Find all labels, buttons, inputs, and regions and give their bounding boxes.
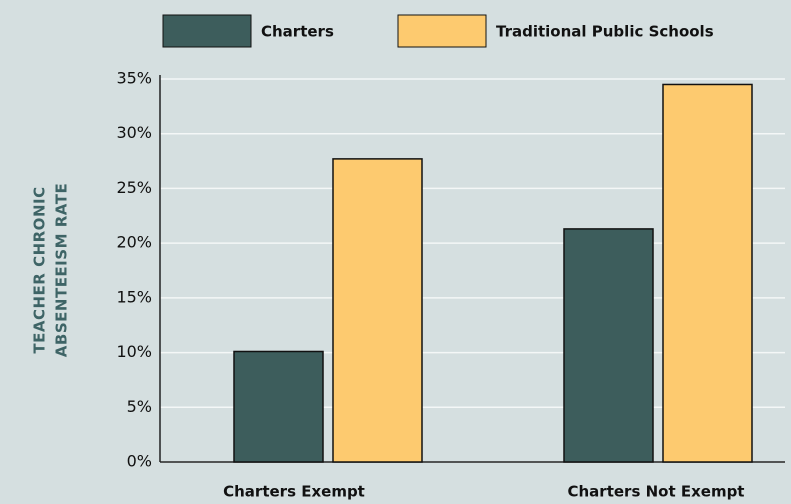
y-tick-label: 30%	[116, 123, 152, 142]
y-axis-title-line: ABSENTEEISM RATE	[53, 183, 71, 357]
y-axis-title: TEACHER CHRONIC ABSENTEEISM RATE	[31, 183, 71, 357]
y-tick-label: 0%	[127, 452, 152, 471]
legend-label: Traditional Public Schools	[496, 23, 714, 41]
y-tick-label: 5%	[127, 397, 152, 416]
y-tick-label: 20%	[116, 233, 152, 252]
y-tick-label: 35%	[116, 69, 152, 88]
bar	[662, 83, 753, 463]
x-tick-label: Charters Exempt	[223, 483, 365, 501]
legend-swatch	[397, 14, 487, 48]
legend-label: Charters	[261, 23, 334, 41]
y-tick-label: 15%	[116, 287, 152, 306]
bar	[233, 350, 324, 463]
y-tick-label: 25%	[116, 178, 152, 197]
x-tick-label: Charters Not Exempt	[568, 483, 745, 501]
bar	[332, 158, 423, 463]
y-axis-title-line: TEACHER CHRONIC	[31, 186, 49, 353]
y-tick-label: 10%	[116, 342, 152, 361]
legend-swatch	[162, 14, 252, 48]
bar	[563, 228, 654, 463]
